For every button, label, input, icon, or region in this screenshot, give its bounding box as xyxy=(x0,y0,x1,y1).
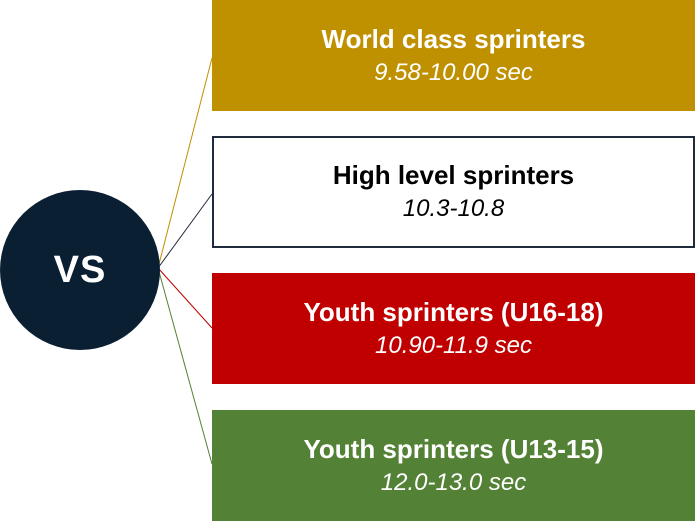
connector-line-high-level xyxy=(157,193,213,269)
vs-circle: VS xyxy=(0,190,160,350)
tier-title: High level sprinters xyxy=(332,160,575,190)
tier-time: 12.0-13.0 sec xyxy=(380,468,527,496)
tier-time: 10.90-11.9 sec xyxy=(375,331,532,359)
tier-title: Youth sprinters (U13-15) xyxy=(303,433,604,464)
connector-line-world-class xyxy=(157,57,213,269)
connector-line-youth-u16-18 xyxy=(157,267,213,329)
tier-title: Youth sprinters (U16-18) xyxy=(303,296,604,327)
tier-box-youth-u16-18: Youth sprinters (U16-18) 10.90-11.9 sec xyxy=(212,273,695,384)
tier-box-youth-u13-15: Youth sprinters (U13-15) 12.0-13.0 sec xyxy=(212,410,695,521)
connector-line-youth-u13-15 xyxy=(157,267,213,465)
vs-label: VS xyxy=(53,248,107,291)
tier-time: 10.3-10.8 xyxy=(402,195,505,222)
tier-box-high-level: High level sprinters 10.3-10.8 xyxy=(212,136,695,248)
tier-time: 9.58-10.00 sec xyxy=(374,58,533,86)
tier-box-world-class: World class sprinters 9.58-10.00 sec xyxy=(212,0,695,111)
tier-title: World class sprinters xyxy=(321,23,586,54)
